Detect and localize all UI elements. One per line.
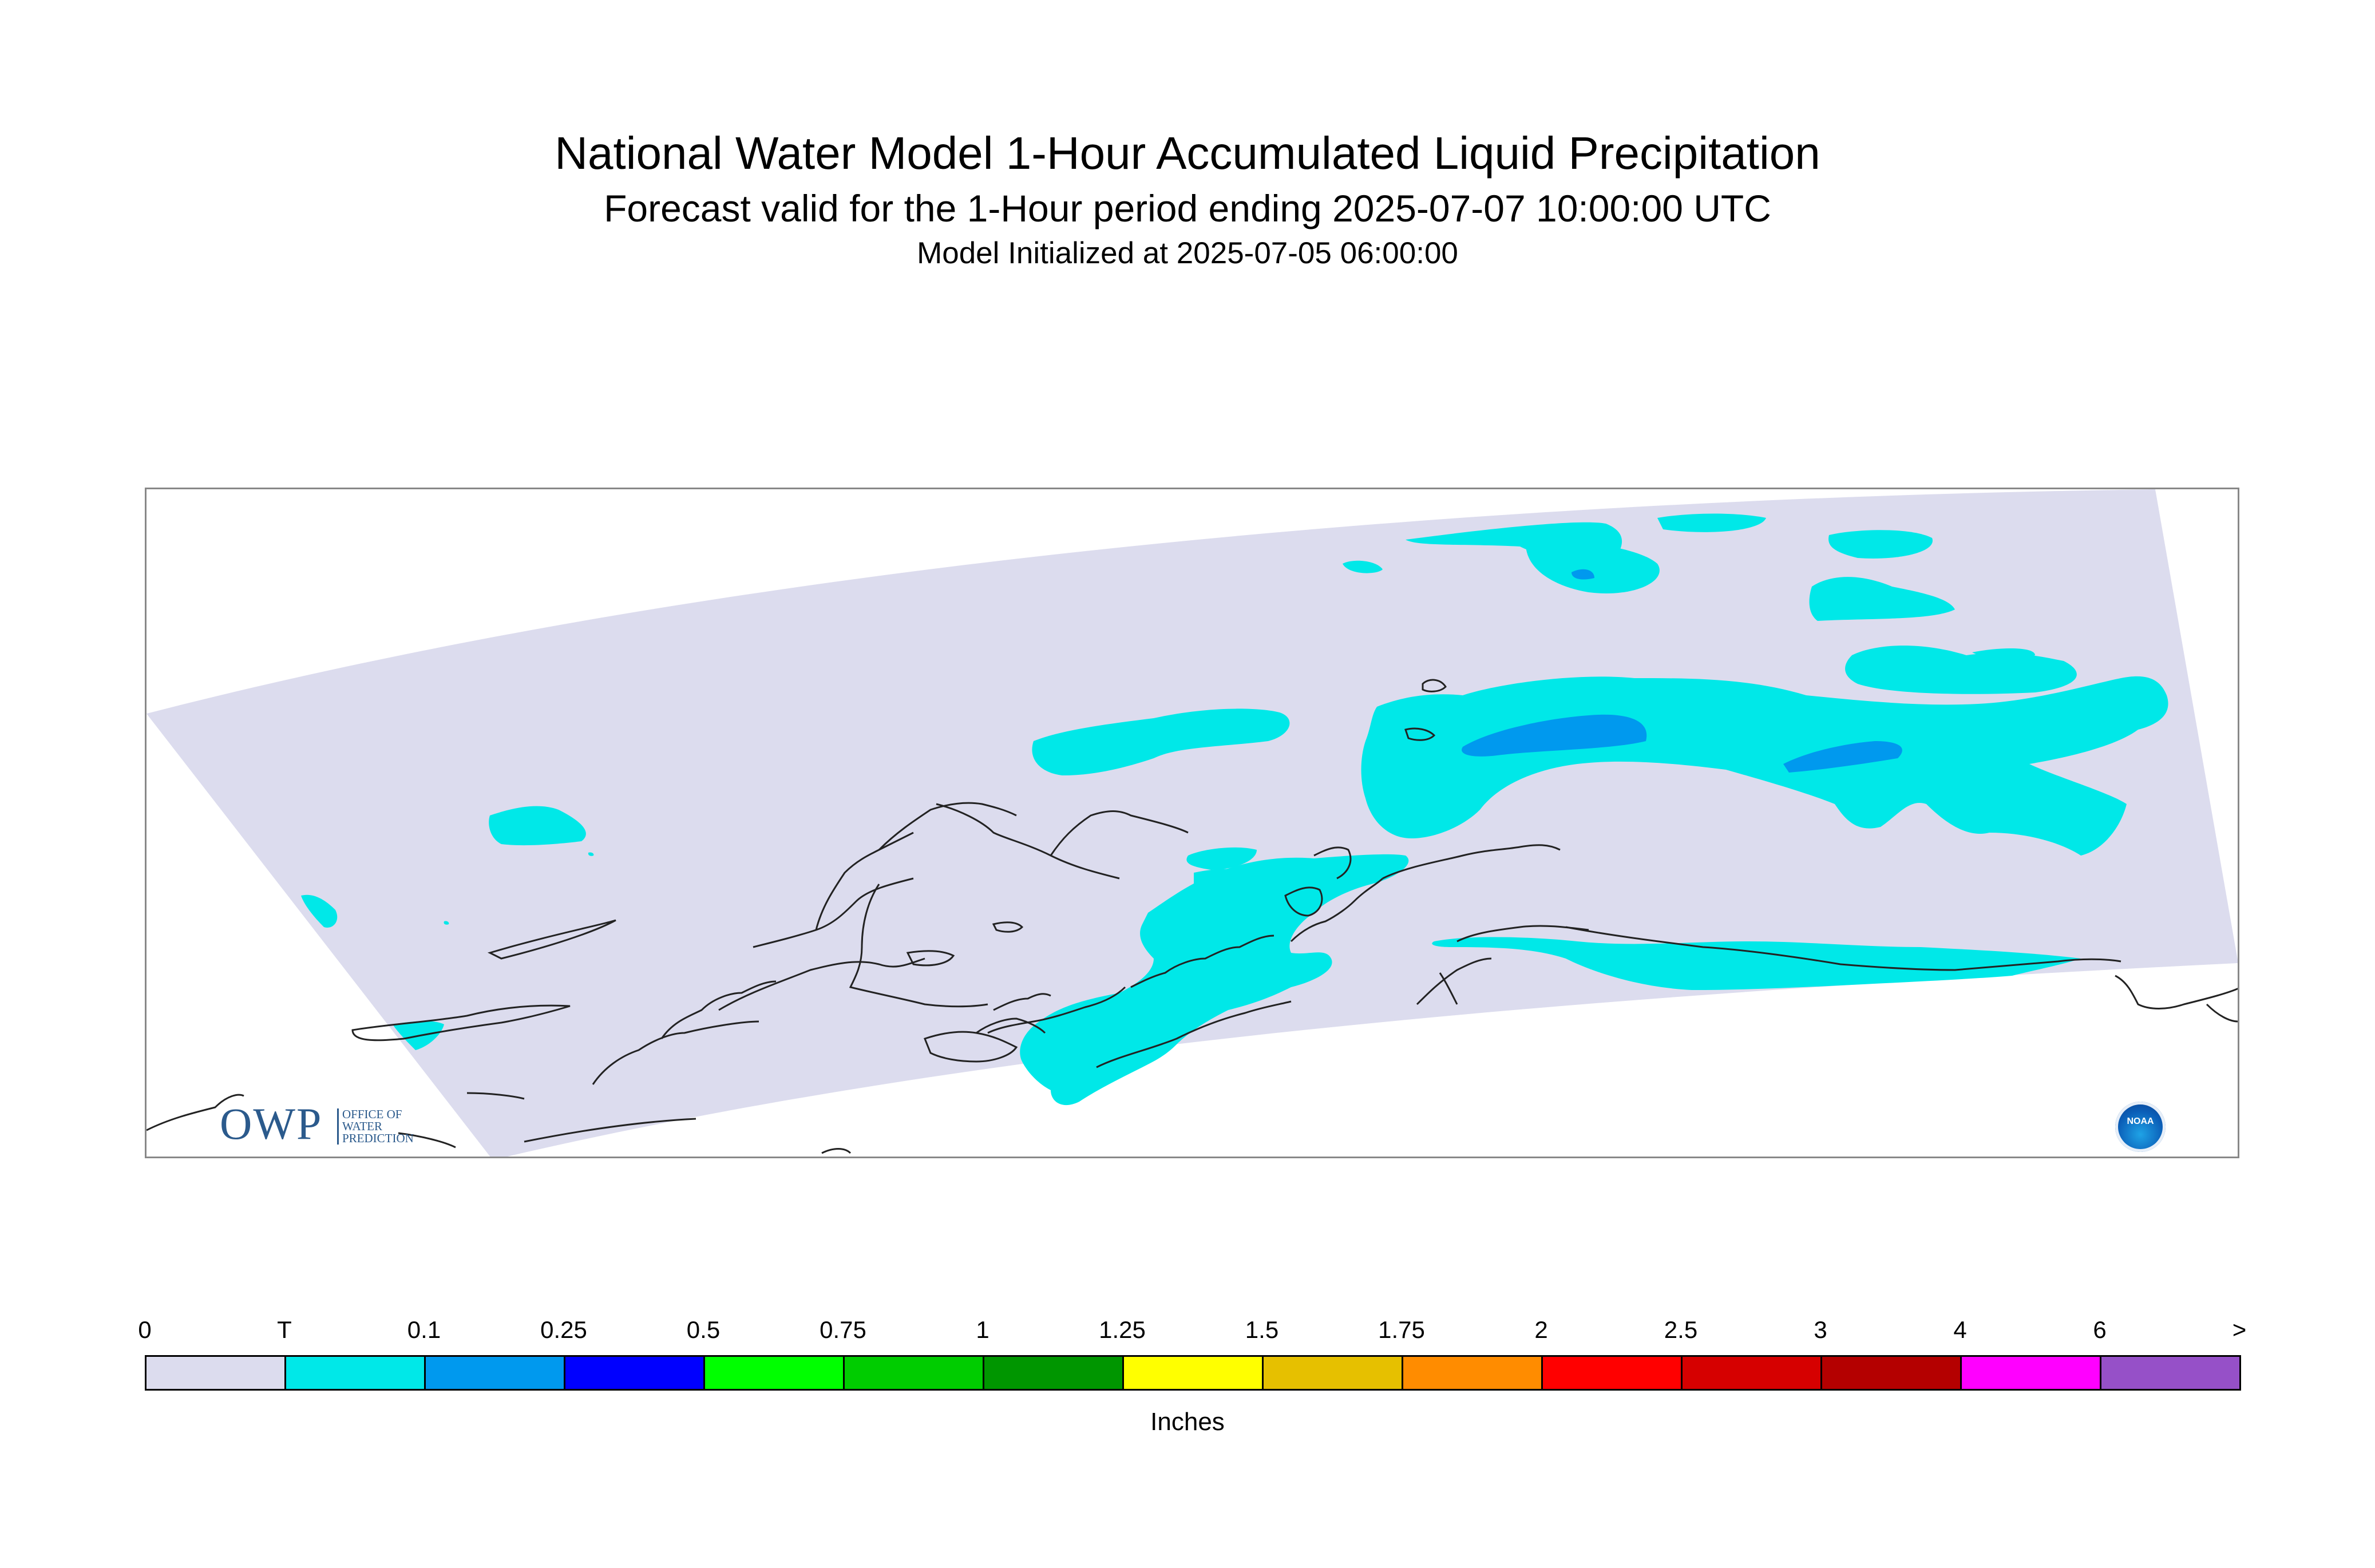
legend-swatch <box>2100 1355 2241 1391</box>
model-domain <box>147 489 2238 1157</box>
legend-units: Inches <box>1150 1408 1225 1436</box>
noaa-logo: NOAA <box>2115 1102 2166 1152</box>
owp-logo-text: OFFICE OF WATER PREDICTION <box>337 1108 434 1145</box>
color-legend <box>145 1355 2241 1391</box>
owp-logo-letters: OWP <box>220 1099 323 1149</box>
legend-tick-label: 1.75 <box>1378 1316 1425 1343</box>
legend-swatch <box>703 1355 845 1391</box>
legend-swatch <box>983 1355 1124 1391</box>
forecast-valid-subtitle: Forecast valid for the 1-Hour period end… <box>604 187 1771 229</box>
owp-logo-line1: OFFICE OF <box>342 1107 402 1121</box>
precipitation-map[interactable]: OWP OFFICE OF WATER PREDICTION NOAA <box>145 488 2239 1158</box>
legend-swatch <box>1960 1355 2101 1391</box>
legend-tick-label: 0.25 <box>540 1316 587 1343</box>
legend-swatch <box>1820 1355 1962 1391</box>
legend-tick-label: T <box>277 1316 292 1343</box>
legend-swatch <box>424 1355 565 1391</box>
owp-logo-line2: WATER <box>342 1119 382 1133</box>
legend-swatch <box>145 1355 286 1391</box>
legend-tick-label: 6 <box>2093 1316 2107 1343</box>
legend-tick-label: 1 <box>976 1316 989 1343</box>
legend-tick-label: 0 <box>138 1316 152 1343</box>
owp-logo-line3: PREDICTION <box>342 1131 414 1145</box>
legend-tick-label: 2.5 <box>1664 1316 1698 1343</box>
legend-tick-label: 0.75 <box>820 1316 866 1343</box>
legend-swatch <box>1681 1355 1822 1391</box>
legend-tick-label: 4 <box>1953 1316 1967 1343</box>
legend-tick-label: 1.5 <box>1245 1316 1279 1343</box>
legend-swatch <box>1402 1355 1543 1391</box>
legend-swatch <box>564 1355 705 1391</box>
precip-0.1-areas <box>1462 569 1902 773</box>
legend-swatch <box>843 1355 984 1391</box>
legend-swatch <box>284 1355 426 1391</box>
map-canvas <box>147 489 2238 1157</box>
chart-title: National Water Model 1-Hour Accumulated … <box>555 128 1820 179</box>
legend-swatch <box>1541 1355 1683 1391</box>
legend-tick-label: 2 <box>1534 1316 1548 1343</box>
model-init-text: Model Initialized at 2025-07-05 06:00:00 <box>917 236 1458 270</box>
legend-tick-label: 0.5 <box>686 1316 721 1343</box>
coastlines <box>147 679 2238 1154</box>
legend-swatch <box>1262 1355 1403 1391</box>
legend-tick-label: 1.25 <box>1099 1316 1146 1343</box>
legend-tick-label: 0.1 <box>407 1316 441 1343</box>
legend-tick-label: > <box>2232 1316 2247 1343</box>
legend-swatch <box>1122 1355 1264 1391</box>
noaa-logo-text: NOAA <box>2127 1116 2154 1126</box>
legend-tick-label: 3 <box>1814 1316 1827 1343</box>
